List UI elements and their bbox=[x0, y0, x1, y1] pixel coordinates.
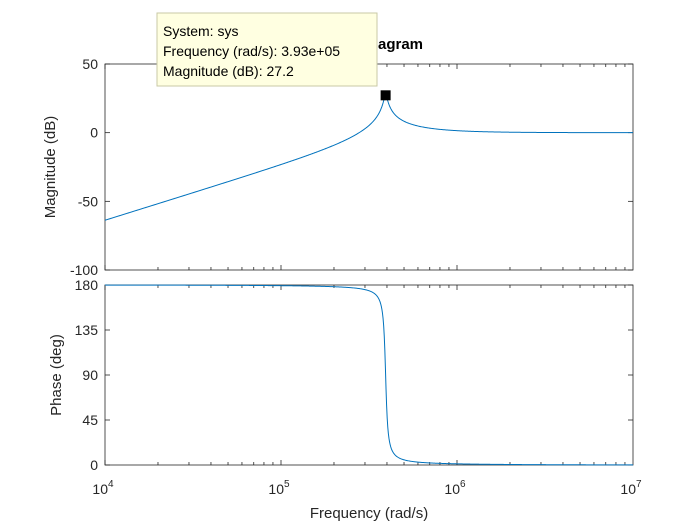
magnitude-ytick-label: -100 bbox=[70, 262, 98, 278]
datatip-box bbox=[156, 12, 378, 87]
phase-ytick-label: 90 bbox=[82, 367, 98, 383]
magnitude-plot: 50 0 -50 -100 Magnitude (dB) bbox=[42, 56, 634, 278]
datatip-system: System: sys bbox=[163, 23, 238, 39]
phase-ytick-label: 180 bbox=[75, 277, 99, 293]
phase-ytick-label: 135 bbox=[75, 322, 99, 338]
x-tick-label: 107 bbox=[620, 479, 642, 497]
datatip-frequency: Frequency (rad/s): 3.93e+05 bbox=[163, 43, 340, 59]
phase-series-line bbox=[105, 284, 633, 466]
magnitude-series-line bbox=[104, 94, 633, 221]
magnitude-axes-box bbox=[104, 63, 634, 271]
chart-title: agram bbox=[378, 36, 423, 53]
magnitude-ytick-label: 50 bbox=[82, 56, 98, 72]
datatip-magnitude: Magnitude (dB): 27.2 bbox=[163, 63, 294, 79]
x-tick-label: 104 bbox=[92, 479, 114, 497]
magnitude-ytick-label: 0 bbox=[90, 125, 98, 141]
x-axis-label: Frequency (rad/s) bbox=[310, 505, 428, 522]
phase-ytick-label: 0 bbox=[90, 457, 98, 473]
phase-axes-box bbox=[104, 284, 634, 466]
x-tick-label: 105 bbox=[268, 479, 290, 497]
phase-plot: 180 135 90 45 0 Phase (deg) bbox=[48, 277, 634, 473]
datatip-marker[interactable] bbox=[380, 90, 391, 101]
magnitude-ylabel: Magnitude (dB) bbox=[42, 116, 59, 219]
magnitude-ytick-label: -50 bbox=[78, 193, 98, 209]
phase-ylabel: Phase (deg) bbox=[48, 334, 65, 416]
x-tick-label: 106 bbox=[444, 479, 466, 497]
datatip[interactable]: System: sys Frequency (rad/s): 3.93e+05 … bbox=[156, 12, 378, 87]
phase-ytick-label: 45 bbox=[82, 412, 98, 428]
